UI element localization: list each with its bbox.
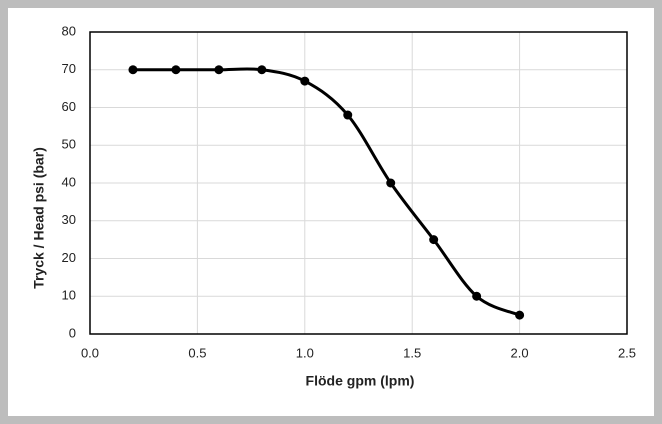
y-tick-label: 70 bbox=[62, 61, 76, 76]
point bbox=[171, 65, 181, 75]
point bbox=[214, 65, 224, 75]
y-tick-label: 10 bbox=[62, 288, 76, 303]
y-tick-label: 30 bbox=[62, 212, 76, 227]
y-tick-label: 40 bbox=[62, 174, 76, 189]
plot-area bbox=[89, 31, 628, 335]
y-tick-label: 20 bbox=[62, 250, 76, 265]
y-tick-label: 50 bbox=[62, 137, 76, 152]
x-tick-label: 2.0 bbox=[511, 345, 529, 360]
point bbox=[386, 178, 396, 188]
point bbox=[429, 235, 439, 245]
y-tick-label: 80 bbox=[62, 23, 76, 38]
point bbox=[300, 76, 310, 86]
curve bbox=[132, 67, 521, 317]
point bbox=[257, 65, 267, 75]
x-axis-title: Flöde gpm (lpm) bbox=[306, 373, 415, 389]
y-tick-label: 60 bbox=[62, 99, 76, 114]
y-tick-label: 0 bbox=[69, 325, 76, 340]
x-tick-label: 0.0 bbox=[81, 345, 99, 360]
point bbox=[343, 110, 353, 120]
x-tick-label: 2.5 bbox=[618, 345, 636, 360]
x-tick-label: 0.5 bbox=[188, 345, 206, 360]
y-axis-title: Tryck / Head psi (bar) bbox=[31, 147, 47, 289]
x-tick-label: 1.5 bbox=[403, 345, 421, 360]
point bbox=[472, 291, 482, 301]
x-tick-label: 1.0 bbox=[296, 345, 314, 360]
point bbox=[128, 65, 138, 75]
point bbox=[515, 310, 525, 320]
